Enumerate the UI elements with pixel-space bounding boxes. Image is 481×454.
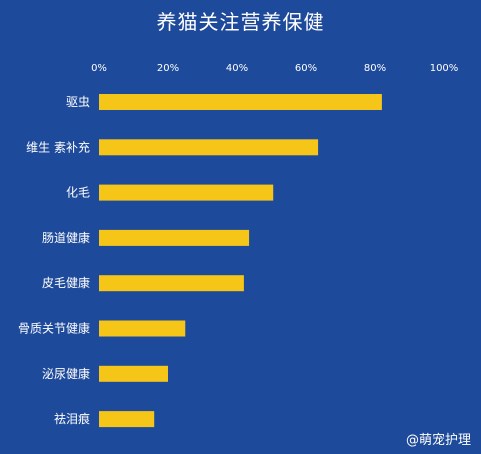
- bar: [99, 229, 250, 246]
- chart-title: 养猫关注营养保健: [156, 10, 325, 34]
- bar: [99, 184, 274, 201]
- y-category-label: 驱虫: [66, 95, 90, 109]
- x-tick-label: 20%: [157, 63, 179, 74]
- watermark: @萌宠护理: [405, 433, 471, 448]
- x-tick-label: 60%: [295, 63, 317, 74]
- y-category-label: 维生 素补充: [26, 139, 90, 154]
- bar: [99, 275, 244, 292]
- bar: [99, 320, 186, 337]
- x-tick-label: 0%: [91, 63, 107, 74]
- x-tick-label: 40%: [226, 63, 248, 74]
- y-category-label: 祛泪痕: [54, 411, 90, 426]
- bar: [99, 94, 382, 110]
- bar: [99, 411, 155, 428]
- y-category-label: 骨质关节健康: [18, 321, 90, 336]
- x-tick-label: 100%: [430, 63, 459, 74]
- y-category-label: 化毛: [66, 186, 90, 200]
- bar: [99, 139, 319, 156]
- y-category-label: 肠道健康: [42, 230, 90, 245]
- bar: [99, 365, 168, 382]
- x-tick-label: 80%: [364, 63, 386, 74]
- y-category-label: 皮毛健康: [42, 275, 90, 290]
- y-category-label: 泌尿健康: [42, 366, 90, 381]
